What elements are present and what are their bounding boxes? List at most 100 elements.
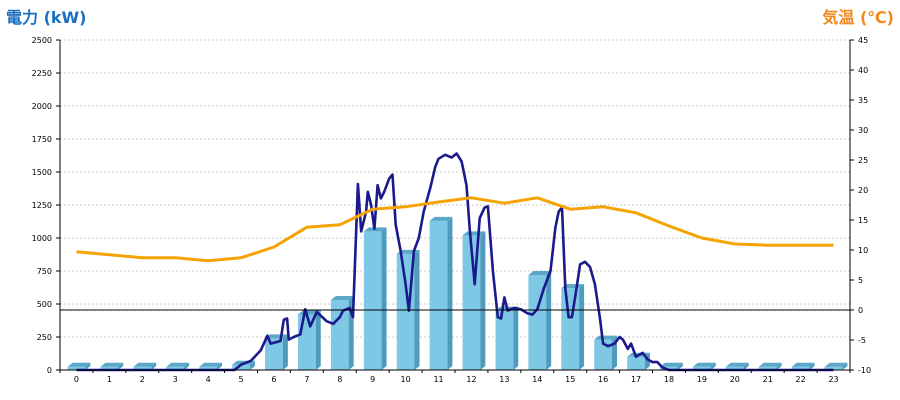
- temperature-line: [76, 196, 834, 263]
- power-bar-top: [594, 335, 618, 340]
- power-bar-side: [118, 362, 124, 370]
- axes: 02505007501000125015001750200022502500-1…: [32, 36, 871, 384]
- right-tick-label: 15: [858, 216, 868, 225]
- power-bar: [100, 366, 119, 370]
- x-tick-label: 13: [499, 375, 509, 384]
- lines: [76, 152, 834, 372]
- power-bar: [133, 366, 152, 370]
- x-tick-label: 15: [565, 375, 575, 384]
- left-tick-label: 0: [47, 366, 52, 375]
- x-tick-label: 14: [532, 375, 542, 384]
- right-tick-label: 35: [858, 96, 868, 105]
- x-tick-label: 8: [337, 375, 342, 384]
- power-bar-top: [67, 362, 91, 367]
- x-tick-label: 9: [370, 375, 375, 384]
- left-tick-label: 500: [37, 300, 52, 309]
- power-bars: [67, 216, 848, 370]
- left-tick-label: 1750: [32, 135, 52, 144]
- power-bar-top: [692, 362, 716, 367]
- power-bar: [561, 288, 580, 370]
- power-bar: [627, 356, 645, 370]
- grid: [60, 39, 850, 338]
- power-bar-top: [660, 362, 683, 367]
- power-bar-side: [381, 227, 387, 370]
- power-bar-side: [282, 334, 288, 370]
- power-bar-side: [315, 310, 321, 370]
- power-bar-top: [133, 362, 157, 367]
- right-tick-label: -10: [858, 366, 871, 375]
- right-tick-label: 20: [858, 186, 868, 195]
- power-bar-top: [758, 362, 782, 367]
- x-tick-label: 12: [466, 375, 476, 384]
- power-bar-top: [528, 270, 552, 275]
- x-tick-label: 16: [598, 375, 608, 384]
- x-tick-label: 10: [401, 375, 411, 384]
- power-bar: [363, 231, 382, 370]
- power-bar-side: [776, 362, 782, 370]
- power-bar-top: [824, 362, 848, 367]
- left-tick-label: 1250: [32, 201, 52, 210]
- right-tick-label: 25: [858, 156, 868, 165]
- power-bar-side: [480, 231, 486, 370]
- power-bar: [166, 366, 185, 370]
- power-bar-side: [249, 360, 255, 370]
- left-axis-title: 電力 (kW): [6, 8, 87, 27]
- right-tick-label: 5: [858, 276, 863, 285]
- x-tick-label: 23: [828, 375, 838, 384]
- power-bar-top: [561, 284, 585, 289]
- power-bar: [725, 366, 744, 370]
- right-tick-label: 40: [858, 66, 868, 75]
- power-bar-side: [513, 306, 519, 370]
- left-tick-label: 2250: [32, 69, 52, 78]
- x-tick-label: 19: [697, 375, 707, 384]
- power-bar-side: [579, 284, 585, 370]
- power-bar-side: [151, 362, 157, 370]
- power-bar-top: [199, 362, 223, 367]
- power-bar-side: [809, 362, 815, 370]
- power-bar-side: [184, 362, 190, 370]
- power-bar: [495, 310, 514, 370]
- power-bar-top: [100, 362, 124, 367]
- power-bar-side: [546, 270, 552, 370]
- power-bar: [330, 300, 349, 370]
- power-bar-top: [791, 362, 815, 367]
- power-bar-top: [166, 362, 190, 367]
- x-tick-label: 3: [173, 375, 178, 384]
- x-tick-label: 1: [107, 375, 112, 384]
- power-bar-side: [447, 216, 453, 370]
- right-axis-title: 気温 (℃): [822, 8, 894, 27]
- x-tick-label: 2: [140, 375, 145, 384]
- right-tick-label: -5: [858, 336, 866, 345]
- power-line: [76, 152, 834, 372]
- x-tick-label: 21: [763, 375, 773, 384]
- power-bar: [67, 366, 86, 370]
- left-tick-label: 2500: [32, 36, 52, 45]
- left-tick-label: 750: [37, 267, 52, 276]
- right-tick-label: 30: [858, 126, 868, 135]
- x-tick-label: 17: [631, 375, 641, 384]
- power-bar-side: [217, 362, 223, 370]
- power-bar: [429, 220, 448, 370]
- power-bar-side: [743, 362, 749, 370]
- x-tick-label: 11: [433, 375, 443, 384]
- x-tick-label: 20: [730, 375, 740, 384]
- power-bar-top: [725, 362, 749, 367]
- power-bar: [199, 366, 218, 370]
- power-bar: [265, 338, 283, 370]
- power-bar-side: [85, 362, 91, 370]
- power-bar-side: [710, 362, 716, 370]
- power-bar-top: [429, 216, 453, 221]
- x-tick-label: 0: [74, 375, 79, 384]
- x-tick-label: 6: [271, 375, 276, 384]
- power-bar: [791, 366, 810, 370]
- power-bar: [232, 364, 250, 370]
- power-bar-top: [330, 296, 354, 301]
- x-tick-label: 7: [304, 375, 309, 384]
- x-tick-label: 22: [796, 375, 806, 384]
- x-tick-label: 18: [664, 375, 674, 384]
- right-tick-label: 45: [858, 36, 868, 45]
- power-bar: [824, 366, 843, 370]
- power-bar: [660, 366, 678, 370]
- x-tick-label: 5: [238, 375, 243, 384]
